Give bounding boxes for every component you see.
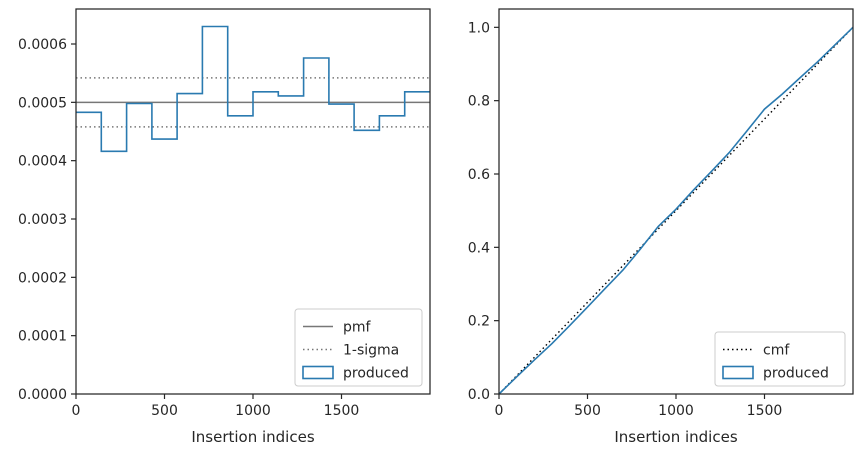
left-legend: pmf 1-sigma produced [294, 308, 423, 387]
y-tick-label: 0.6 [468, 167, 490, 183]
x-tick-label: 1000 [658, 403, 694, 419]
pmf-histogram-panel: 0 500 1000 1500 0.00000.00010.00020.00030.0… [18, 8, 431, 446]
left-x-axis-label: Insertion indices [191, 428, 314, 446]
x-tick-label: 500 [574, 403, 601, 419]
y-tick-label: 0.8 [468, 94, 490, 110]
y-tick-label: 0.0002 [18, 270, 67, 286]
x-tick-label: 1500 [324, 403, 360, 419]
y-tick-label: 0.0006 [18, 37, 67, 53]
y-tick-label: 0.0003 [18, 212, 67, 228]
left-y-axis: 0.0000 0.0001 0.0002 0.0003 0.0004 0.0005 0.00… [18, 37, 76, 403]
right-x-axis: 0 500 1000 1500 [495, 394, 783, 419]
x-tick-label: 500 [151, 403, 178, 419]
produced-series-line [498, 26, 854, 395]
x-tick-label: 0 [72, 403, 81, 419]
left-x-axis: 0 500 1000 1500 [72, 394, 360, 419]
legend-handle [302, 365, 334, 380]
right-y-axis: 0.0 0.2 0.4 0.6 0.8 1.0 [468, 20, 499, 403]
produced-series-line [76, 25, 430, 153]
x-tick-label: 0 [495, 403, 504, 419]
right-plot-area [499, 9, 853, 394]
y-tick-label: 0.0001 [18, 329, 67, 345]
right-series [498, 26, 854, 395]
y-tick-label: 0.2 [468, 314, 490, 330]
y-tick-label: 1.0 [468, 20, 490, 36]
legend-label: produced [343, 366, 409, 382]
y-tick-label: 0.0 [468, 387, 490, 403]
y-tick-label: 0.0000 [18, 387, 67, 403]
y-tick-label: 0.4 [468, 240, 490, 256]
legend-handle [722, 365, 754, 380]
legend-box [714, 331, 846, 387]
x-tick-label: 1500 [747, 403, 783, 419]
left-series [76, 25, 430, 153]
y-tick-label: 0.0005 [18, 95, 67, 111]
y-tick-label: 0.0004 [18, 154, 67, 170]
legend-label: pmf [343, 320, 372, 336]
x-tick-label: 1000 [235, 403, 271, 419]
legend-label: 1-sigma [343, 343, 399, 359]
right-x-axis-label: Insertion indices [614, 428, 737, 446]
cmf-panel: 0 500 1000 1500 0.0 0.2 0.4 0.6 0.8 1.0 Insertio… [468, 8, 854, 446]
right-legend: cmf produced [714, 331, 846, 387]
legend-label: produced [763, 366, 829, 382]
legend-label: cmf [763, 343, 790, 359]
